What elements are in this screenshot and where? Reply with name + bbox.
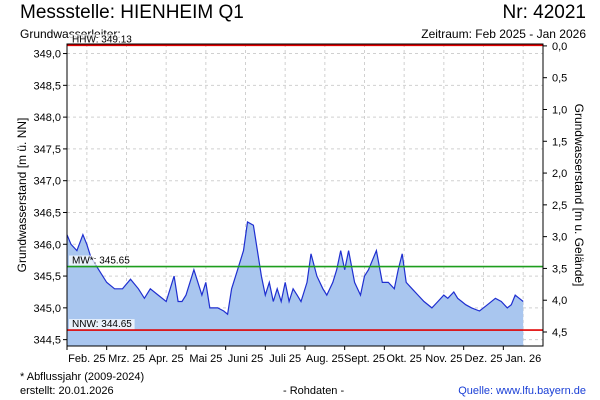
x-tick-label: Dez. 25	[465, 353, 503, 365]
created-date: erstellt: 20.01.2026	[20, 385, 114, 397]
y2-tick-label: 1,0	[552, 104, 567, 116]
reference-label: MW*: 345.65	[72, 256, 130, 267]
y-tick-label: 347,5	[33, 144, 61, 156]
y2-axis-label: Grundwasserstand [m u. Gelände]	[572, 104, 586, 287]
y-tick-label: 348,0	[33, 112, 61, 124]
y2-tick-label: 3,5	[552, 263, 567, 275]
x-tick-label: Nov. 25	[425, 353, 462, 365]
x-tick-label: Apr. 25	[149, 353, 184, 365]
y2-tick-label: 3,0	[552, 232, 567, 244]
page-title: Messstelle: HIENHEIM Q1	[20, 2, 244, 23]
y2-tick-label: 2,5	[552, 200, 567, 212]
period-label: Zeitraum: Feb 2025 - Jan 2026	[421, 27, 586, 41]
x-tick-label: Sept. 25	[344, 353, 385, 365]
x-tick-label: Okt. 25	[386, 353, 421, 365]
x-tick-label: Feb. 25	[68, 353, 105, 365]
y2-tick-label: 0,0	[552, 41, 567, 53]
y-tick-label: 344,5	[33, 335, 61, 347]
x-tick-label: Mrz. 25	[108, 353, 145, 365]
y2-tick-label: 2,0	[552, 168, 567, 180]
y-tick-label: 348,5	[33, 80, 61, 92]
y-tick-label: 347,0	[33, 176, 61, 188]
reference-label-bg	[69, 34, 135, 45]
x-tick-label: Juli 25	[269, 353, 301, 365]
y2-tick-label: 4,5	[552, 327, 567, 339]
x-tick-label: Mai 25	[189, 353, 222, 365]
raw-data-note: - Rohdaten -	[283, 385, 345, 397]
reference-label-bg	[69, 255, 135, 266]
series-area	[67, 222, 524, 346]
x-tick-label: Jan. 26	[505, 353, 541, 365]
reference-label: HHW: 349.13	[72, 34, 132, 45]
station-number: Nr: 42021	[502, 2, 586, 23]
footnote: * Abflussjahr (2009-2024)	[20, 371, 145, 383]
y2-tick-label: 1,5	[552, 136, 567, 148]
source-link[interactable]: Quelle: www.lfu.bayern.de	[458, 385, 586, 397]
reference-label-bg	[69, 319, 135, 330]
series-line	[66, 221, 524, 316]
y-tick-label: 345,5	[33, 271, 61, 283]
y-axis-label: Grundwasserstand [m ü. NN]	[15, 118, 29, 273]
y-tick-label: 345,0	[33, 303, 61, 315]
y-tick-label: 349,0	[33, 49, 61, 61]
y-tick-label: 346,5	[33, 207, 61, 219]
y2-tick-label: 4,0	[552, 295, 567, 307]
reference-label: NNW: 344.65	[72, 319, 132, 330]
x-tick-label: Juni 25	[228, 353, 263, 365]
y-tick-label: 346,0	[33, 239, 61, 251]
y2-tick-label: 0,5	[552, 73, 567, 85]
x-tick-label: Aug. 25	[306, 353, 344, 365]
